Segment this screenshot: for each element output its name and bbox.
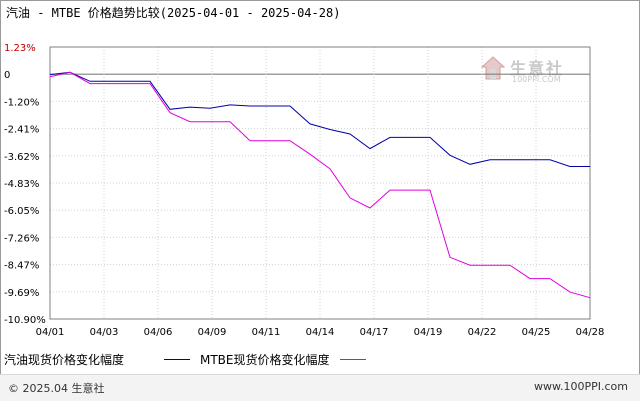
y-tick-label: 0 <box>4 70 10 81</box>
x-tick-label: 04/22 <box>468 327 497 338</box>
y-tick-label: -10.90% <box>4 315 46 326</box>
x-tick-label: 04/17 <box>360 327 389 338</box>
y-tick-label: -9.69% <box>4 288 39 299</box>
y-tick-label: -1.20% <box>4 97 39 108</box>
y-tick-label: -4.83% <box>4 179 39 190</box>
y-tick-label: -2.41% <box>4 125 39 136</box>
y-tick-label: -3.62% <box>4 152 39 163</box>
legend-swatch-series2 <box>340 359 366 360</box>
y-tick-label: -7.26% <box>4 233 39 244</box>
y-tick-label: -6.05% <box>4 206 39 217</box>
y-tick-label: -8.47% <box>4 261 39 272</box>
footer-copyright: © 2025.04 生意社 <box>8 382 105 395</box>
x-tick-label: 04/11 <box>252 327 281 338</box>
legend-label-series1: 汽油现货价格变化幅度 <box>4 353 125 367</box>
footer-site-link[interactable]: www.100PPI.com <box>534 380 628 393</box>
x-tick-label: 04/25 <box>522 327 551 338</box>
x-tick-label: 04/28 <box>576 327 605 338</box>
x-tick-label: 04/19 <box>414 327 443 338</box>
line-chart: 1.23% 0 -1.20% -2.41% -3.62% -4.83% -6.05% -7.2… <box>4 43 605 338</box>
watermark-url: 100PPI.COM <box>512 75 561 84</box>
x-tick-label: 04/09 <box>198 327 227 338</box>
x-tick-label: 04/06 <box>144 327 173 338</box>
plot-area-border <box>49 46 591 320</box>
x-tick-label: 04/01 <box>36 327 65 338</box>
y-tick-label: 1.23% <box>4 43 36 54</box>
footer: © 2025.04 生意社 www.100PPI.com <box>0 374 640 401</box>
series-line-2 <box>49 71 591 299</box>
x-tick-label: 04/14 <box>306 327 335 338</box>
legend-swatch-series1 <box>164 359 190 360</box>
legend-label-series2: MTBE现货价格变化幅度 <box>200 353 330 367</box>
x-tick-label: 04/03 <box>90 327 119 338</box>
chart-title: 汽油 - MTBE 价格趋势比较(2025-04-01 - 2025-04-28… <box>6 6 341 20</box>
series-line-1 <box>49 71 590 167</box>
